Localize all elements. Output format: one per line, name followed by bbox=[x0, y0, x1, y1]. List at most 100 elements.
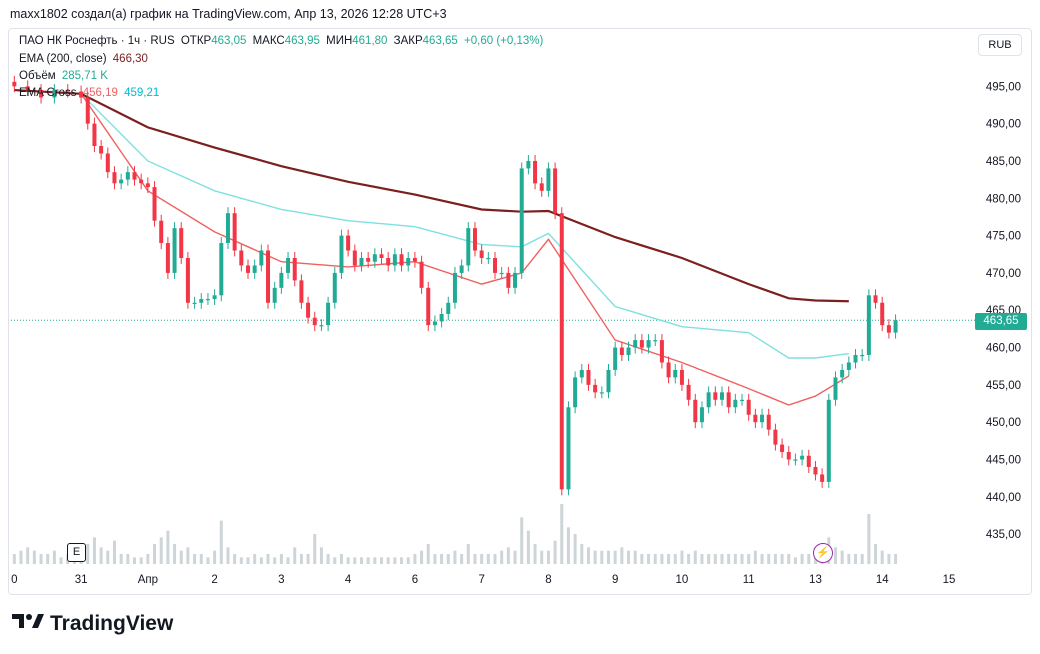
candle-body bbox=[145, 183, 150, 188]
ema200-label: EMA (200, close) bbox=[19, 53, 107, 65]
volume-bar bbox=[346, 557, 350, 564]
volume-bar bbox=[433, 554, 437, 564]
candle-body bbox=[666, 362, 671, 378]
volume-bar bbox=[747, 554, 751, 564]
legend-symbol-row: ПАО НК Роснефть · 1ч · RUS ОТКР463,05 МА… bbox=[19, 35, 546, 47]
volume-bar bbox=[126, 554, 130, 564]
volume-bar bbox=[894, 554, 898, 564]
volume-bar bbox=[306, 554, 310, 564]
candle-body bbox=[760, 414, 765, 423]
volume-bar bbox=[26, 547, 30, 564]
candle-body bbox=[212, 295, 217, 300]
volume-bar bbox=[793, 557, 797, 564]
time-axis-label: Апр bbox=[138, 574, 158, 586]
volume-bar bbox=[286, 557, 290, 564]
candle-body bbox=[412, 257, 417, 262]
legend-emacross-row[interactable]: EMA Cross 456,19 459,21 bbox=[19, 87, 162, 99]
emacross-slow-value: 459,21 bbox=[124, 87, 160, 99]
candle-body bbox=[526, 160, 531, 169]
volume-bar bbox=[92, 537, 96, 564]
volume-bar bbox=[640, 554, 644, 564]
candle-body bbox=[840, 369, 845, 378]
volume-bar bbox=[807, 554, 811, 564]
volume-bar bbox=[32, 550, 36, 564]
tradingview-brand[interactable]: TradingView bbox=[12, 612, 173, 636]
legend-volume-row[interactable]: Объём 285,71 K bbox=[19, 70, 111, 82]
candle-body bbox=[659, 340, 664, 363]
volume-bar bbox=[440, 554, 444, 564]
candle-body bbox=[319, 325, 324, 327]
volume-bar bbox=[593, 550, 597, 564]
time-axis-label: 9 bbox=[612, 574, 618, 586]
high-label: МАКС bbox=[252, 35, 285, 47]
volume-bar bbox=[112, 540, 116, 564]
candle-body bbox=[486, 257, 491, 260]
price-axis-label: 475,00 bbox=[986, 231, 1021, 243]
volume-bar bbox=[874, 544, 878, 564]
candle-body bbox=[579, 369, 584, 378]
volume-bar bbox=[620, 547, 624, 564]
volume-bar bbox=[693, 550, 697, 564]
candle-body bbox=[673, 369, 678, 378]
tradingview-logo-icon bbox=[12, 612, 44, 636]
volume-bar bbox=[313, 534, 317, 564]
volume-bar bbox=[887, 554, 891, 564]
volume-bar bbox=[847, 554, 851, 564]
legend-ema200-row[interactable]: EMA (200, close) 466,30 bbox=[19, 53, 151, 65]
time-axis-label: 7 bbox=[478, 574, 484, 586]
volume-bar bbox=[753, 550, 757, 564]
candle-body bbox=[379, 254, 384, 258]
candle-body bbox=[65, 90, 70, 92]
volume-bar bbox=[86, 544, 90, 564]
time-axis-label: 4 bbox=[345, 574, 352, 586]
candle-body bbox=[733, 399, 738, 408]
candle-body bbox=[399, 254, 404, 266]
candle-body bbox=[479, 250, 484, 258]
chart-frame[interactable]: 495,00 490,00 485,00 480,00 475,00 470,00 465,… bbox=[8, 28, 1032, 595]
price-axis-label: 480,00 bbox=[986, 193, 1021, 205]
last-price-badge: 463,65 bbox=[975, 313, 1027, 330]
candle-body bbox=[653, 340, 658, 342]
price-chart[interactable]: 495,00490,00485,00480,00475,00470,00465,… bbox=[9, 29, 1031, 594]
volume-bar bbox=[480, 554, 484, 564]
volume-bar bbox=[420, 550, 424, 564]
volume-bar bbox=[466, 544, 470, 564]
volume-bar bbox=[680, 550, 684, 564]
volume-bar bbox=[740, 554, 744, 564]
time-axis-label: 6 bbox=[412, 574, 418, 586]
candle-body bbox=[152, 187, 157, 221]
volume-label: Объём bbox=[19, 70, 56, 82]
volume-bar bbox=[19, 550, 23, 564]
price-axis-label: 490,00 bbox=[986, 119, 1021, 131]
candle-body bbox=[119, 179, 124, 184]
candle-body bbox=[860, 355, 865, 357]
candle-body bbox=[633, 340, 638, 348]
events-button[interactable]: E bbox=[67, 543, 86, 562]
volume-bar bbox=[533, 544, 537, 564]
currency-button[interactable]: RUB bbox=[978, 34, 1022, 56]
candle-body bbox=[245, 265, 250, 273]
volume-bar bbox=[146, 554, 150, 564]
candle-body bbox=[85, 97, 90, 124]
volume-bar bbox=[52, 550, 56, 564]
candle-body bbox=[559, 213, 564, 490]
candle-body bbox=[52, 90, 57, 98]
candle-body bbox=[112, 172, 117, 184]
volume-bar bbox=[867, 514, 871, 564]
candle-body bbox=[613, 347, 618, 370]
candle-body bbox=[259, 250, 264, 266]
volume-bar bbox=[386, 557, 390, 564]
lightning-icon[interactable]: ⚡ bbox=[813, 543, 833, 563]
ema-fast-line bbox=[14, 89, 850, 406]
candle-body bbox=[619, 347, 624, 356]
candle-body bbox=[786, 452, 791, 460]
volume-bar bbox=[359, 557, 363, 564]
candle-body bbox=[332, 272, 337, 303]
candle-body bbox=[880, 302, 885, 326]
volume-bar bbox=[99, 547, 103, 564]
volume-bar bbox=[606, 550, 610, 564]
volume-bar bbox=[299, 554, 303, 564]
emacross-fast-value: 456,19 bbox=[82, 87, 118, 99]
candle-body bbox=[165, 243, 170, 273]
price-axis-label: 440,00 bbox=[986, 492, 1021, 504]
